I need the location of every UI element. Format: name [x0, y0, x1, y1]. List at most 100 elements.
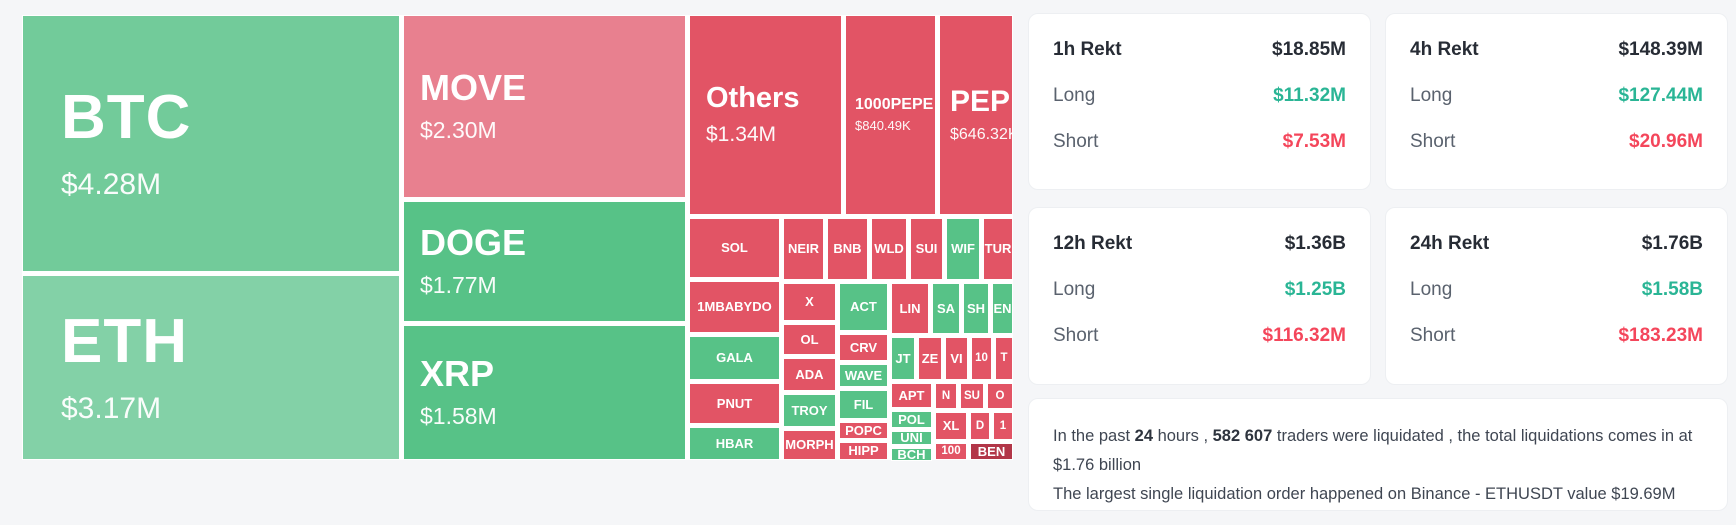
- tile-symbol: WAVE: [844, 367, 883, 383]
- tile-symbol: JT: [895, 350, 911, 366]
- treemap-tile-wif[interactable]: WIF: [946, 218, 980, 280]
- treemap-tile-doge[interactable]: DOGE $1.77M: [403, 201, 686, 322]
- tile-value: $1.34M: [706, 122, 777, 146]
- rekt-card-12h: 12h Rekt $1.36B Long $1.25B Short $116.3…: [1028, 207, 1371, 385]
- card-title: 24h Rekt: [1410, 233, 1490, 254]
- tile-symbol: O: [995, 389, 1005, 402]
- treemap-tile-popc[interactable]: POPC: [839, 422, 888, 439]
- short-value: $7.53M: [1282, 131, 1346, 152]
- short-label: Short: [1053, 131, 1099, 152]
- summary-trader-count: 582 607: [1212, 427, 1273, 445]
- treemap-tile-crv[interactable]: CRV: [839, 334, 888, 361]
- treemap-tile-bnb[interactable]: BNB: [827, 218, 868, 280]
- treemap-tile-10[interactable]: 10: [971, 337, 992, 380]
- treemap-tile-others[interactable]: Others $1.34M: [689, 15, 842, 215]
- tile-value: $4.28M: [61, 168, 162, 202]
- treemap-tile-t[interactable]: T: [995, 337, 1013, 380]
- treemap-tile-bch[interactable]: BCH: [891, 448, 932, 461]
- long-label: Long: [1053, 85, 1096, 106]
- treemap-tile-pol[interactable]: POL: [891, 411, 932, 428]
- treemap-tile-100[interactable]: 100: [935, 443, 967, 460]
- treemap-tile-tur[interactable]: TUR: [983, 218, 1013, 280]
- card-total-value: $1.36B: [1284, 233, 1346, 254]
- tile-symbol: CRV: [849, 339, 878, 355]
- summary-line-2: The largest single liquidation order hap…: [1053, 485, 1676, 503]
- tile-symbol: MORPH: [785, 437, 834, 453]
- tile-symbol: BNB: [833, 241, 862, 257]
- treemap-tile-sh[interactable]: SH: [963, 283, 989, 334]
- treemap-tile-ze[interactable]: ZE: [918, 337, 942, 380]
- tile-symbol: FIL: [853, 396, 874, 412]
- treemap-tile-ol[interactable]: OL: [783, 324, 836, 355]
- treemap-tile-hbar[interactable]: HBAR: [689, 427, 780, 460]
- treemap-tile-eth[interactable]: ETH $3.17M: [22, 275, 400, 460]
- long-label: Long: [1053, 279, 1096, 300]
- rekt-card-1h: 1h Rekt $18.85M Long $11.32M Short $7.53…: [1028, 13, 1371, 190]
- treemap-tile-gala[interactable]: GALA: [689, 336, 780, 380]
- short-value: $116.32M: [1262, 325, 1346, 346]
- tile-symbol: LIN: [899, 300, 921, 316]
- treemap-tile-xl[interactable]: XL: [935, 412, 967, 440]
- tile-symbol: HBAR: [715, 435, 754, 451]
- treemap-tile-move[interactable]: MOVE $2.30M: [403, 15, 686, 198]
- tile-symbol: WIF: [951, 241, 975, 257]
- treemap-tile-lin[interactable]: LIN: [891, 283, 929, 334]
- treemap-tile-ada[interactable]: ADA: [783, 358, 836, 391]
- rekt-card-24h: 24h Rekt $1.76B Long $1.58B Short $183.2…: [1385, 207, 1728, 385]
- rekt-card-4h: 4h Rekt $148.39M Long $127.44M Short $20…: [1385, 13, 1728, 190]
- card-total-value: $1.76B: [1641, 233, 1703, 254]
- treemap-tile-ben[interactable]: BEN: [970, 443, 1013, 460]
- tile-symbol: TUR: [984, 241, 1012, 257]
- tile-symbol: APT: [898, 387, 925, 403]
- treemap-tile-sui[interactable]: SUI: [910, 218, 943, 280]
- card-total-value: $148.39M: [1618, 39, 1703, 60]
- tile-symbol: 1000PEPE: [855, 95, 934, 113]
- treemap-tile-neir[interactable]: NEIR: [783, 218, 824, 280]
- treemap-tile-morph[interactable]: MORPH: [783, 430, 836, 460]
- treemap-tile-vi[interactable]: VI: [945, 337, 968, 380]
- treemap-tile-apt[interactable]: APT: [891, 383, 932, 408]
- treemap-tile-x[interactable]: X: [783, 283, 836, 321]
- treemap-tile-jt[interactable]: JT: [891, 337, 915, 380]
- treemap-tile-xrp[interactable]: XRP $1.58M: [403, 325, 686, 460]
- treemap-tile-wave[interactable]: WAVE: [839, 364, 888, 387]
- long-value: $127.44M: [1618, 85, 1703, 106]
- tile-symbol: 10: [975, 352, 988, 365]
- treemap-tile-pepe[interactable]: PEPE $646.32K: [939, 15, 1013, 215]
- treemap-tile-btc[interactable]: BTC $4.28M: [22, 15, 400, 272]
- long-label: Long: [1410, 85, 1453, 106]
- tile-symbol: ETH: [61, 306, 188, 376]
- tile-symbol: TROY: [791, 402, 828, 418]
- long-value: $11.32M: [1273, 85, 1346, 106]
- treemap-tile-wld[interactable]: WLD: [871, 218, 907, 280]
- treemap-tile-hipp[interactable]: HIPP: [839, 442, 888, 460]
- treemap-tile-en[interactable]: EN: [992, 283, 1013, 334]
- liquidation-summary-card: In the past 24 hours , 582 607 traders w…: [1028, 398, 1728, 511]
- treemap-tile-o[interactable]: O: [987, 383, 1013, 409]
- treemap-tile-1mbabydo[interactable]: 1MBABYDO: [689, 281, 780, 333]
- tile-value: $1.77M: [420, 271, 497, 298]
- treemap-tile-sa[interactable]: SA: [932, 283, 960, 334]
- treemap-tile-1[interactable]: 1: [993, 412, 1013, 440]
- treemap-tile-pnut[interactable]: PNUT: [689, 383, 780, 424]
- tile-symbol: X: [805, 294, 814, 310]
- treemap-tile-act[interactable]: ACT: [839, 283, 888, 331]
- tile-symbol: T: [1000, 352, 1008, 365]
- tile-value: $1.58M: [420, 402, 497, 429]
- treemap-tile-troy[interactable]: TROY: [783, 394, 836, 427]
- treemap-tile-d[interactable]: D: [970, 412, 990, 440]
- treemap-tile-n[interactable]: N: [935, 383, 957, 409]
- tile-symbol: SU: [964, 389, 980, 402]
- tile-symbol: Others: [706, 82, 800, 115]
- tile-symbol: SH: [966, 300, 986, 316]
- tile-symbol: BEN: [977, 443, 1006, 459]
- treemap-tile-sol[interactable]: SOL: [689, 218, 780, 278]
- liquidation-treemap[interactable]: BTC $4.28M ETH $3.17M MOVE $2.30M DOGE $1.77M XR…: [22, 15, 1013, 461]
- tile-symbol: BCH: [897, 448, 926, 461]
- treemap-tile-su[interactable]: SU: [960, 383, 984, 409]
- treemap-tile-uni[interactable]: UNI: [891, 431, 932, 445]
- treemap-tile-fil[interactable]: FIL: [839, 390, 888, 419]
- treemap-tile-1000pepe[interactable]: 1000PEPE $840.49K: [845, 15, 936, 215]
- summary-hours: 24: [1134, 427, 1153, 445]
- tile-symbol: GALA: [716, 350, 753, 366]
